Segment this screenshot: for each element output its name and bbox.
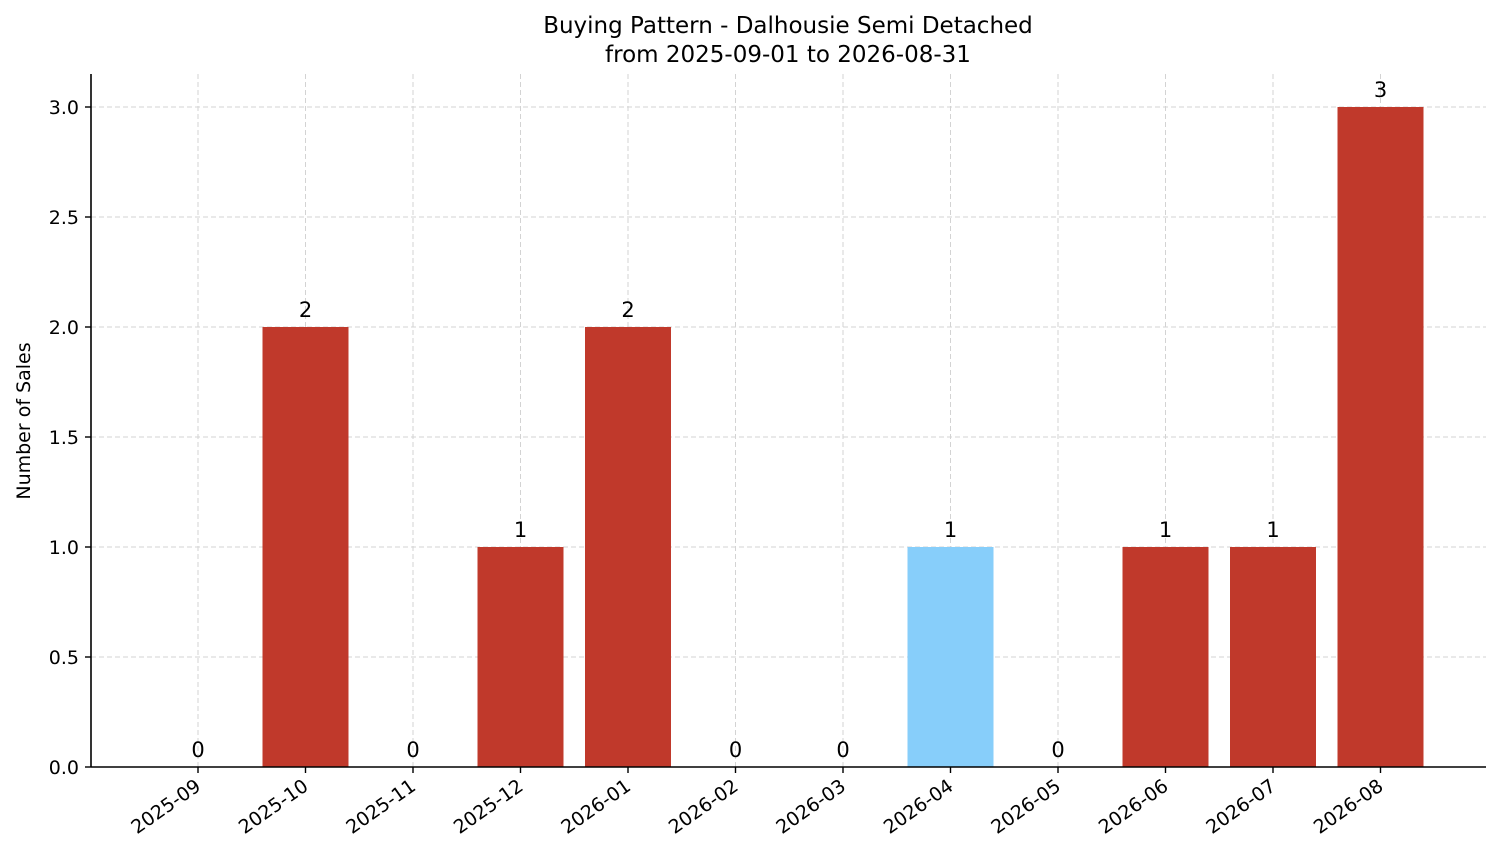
y-tick-label: 1.5 (49, 427, 79, 449)
bar (585, 327, 671, 767)
bar-data-label: 2 (299, 298, 312, 322)
bar (1337, 107, 1424, 767)
bar (477, 547, 564, 767)
bar (262, 327, 349, 767)
y-tick-label: 2.0 (49, 317, 79, 339)
x-tick-label: 2025-12 (450, 775, 528, 839)
bar (1122, 547, 1209, 767)
x-tick-label: 2026-05 (987, 775, 1065, 839)
x-tick-label: 2025-10 (235, 775, 313, 839)
chart-title: Buying Pattern - Dalhousie Semi Detached (543, 13, 1033, 39)
x-tick-label: 2026-08 (1310, 775, 1388, 839)
x-tick-label: 2025-11 (342, 775, 420, 839)
bar-data-label: 1 (1266, 518, 1279, 542)
y-tick-label: 0.5 (49, 647, 79, 669)
x-tick-label: 2026-07 (1202, 775, 1280, 839)
bar (907, 547, 994, 767)
bar-data-label: 0 (191, 738, 204, 762)
bar-data-label: 0 (406, 738, 419, 762)
bar-data-label: 1 (1159, 518, 1172, 542)
bar-data-label: 2 (621, 298, 634, 322)
y-axis-label: Number of Sales (13, 342, 35, 499)
x-tick-label: 2026-04 (880, 775, 958, 839)
x-tick-label: 2026-03 (772, 775, 850, 839)
bar-data-label: 3 (1374, 78, 1387, 102)
bar-data-label: 0 (729, 738, 742, 762)
bar-data-label: 1 (514, 518, 527, 542)
y-tick-label: 1.0 (49, 537, 79, 559)
y-tick-label: 2.5 (49, 207, 79, 229)
chart-subtitle: from 2025-09-01 to 2026-08-31 (605, 42, 971, 68)
x-tick-label: 2026-02 (665, 775, 743, 839)
bar-labels: 0 2 0 1 2 0 0 1 0 1 1 3 (191, 78, 1387, 762)
grid (91, 74, 1486, 768)
y-tick-label: 0.0 (49, 757, 79, 779)
bar-data-label: 0 (1051, 738, 1064, 762)
x-tick-label: 2026-01 (557, 775, 635, 839)
bar (1230, 547, 1316, 767)
x-tick-label: 2026-06 (1095, 775, 1173, 839)
x-tick-label: 2025-09 (127, 775, 205, 839)
bars (262, 107, 1424, 767)
bar-data-label: 1 (944, 518, 957, 542)
bar-data-label: 0 (836, 738, 849, 762)
y-tick-label: 3.0 (49, 97, 79, 119)
